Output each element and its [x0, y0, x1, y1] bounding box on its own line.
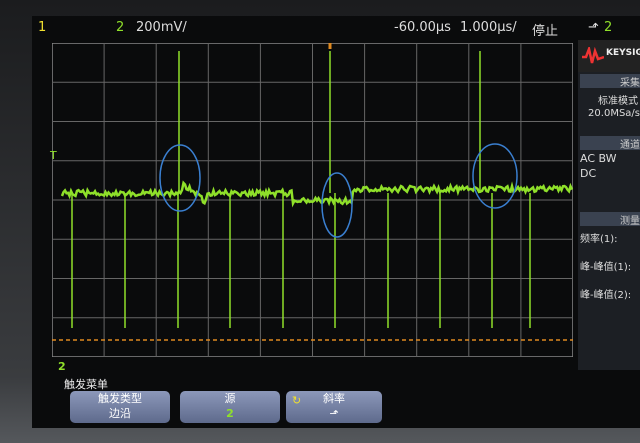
measurement-pk-pk-2: 峰-峰值(2): [580, 286, 631, 301]
volts-per-div: 200mV/ [136, 20, 187, 35]
channel-1-indicator[interactable]: 1 [38, 20, 46, 35]
horizontal-delay: -60.00µs [394, 20, 451, 35]
waveform-display [52, 43, 573, 357]
channel-2-indicator[interactable]: 2 [116, 20, 124, 35]
acquire-header[interactable]: 采集 [580, 74, 640, 88]
time-per-div: 1.000µs/ [460, 20, 517, 35]
ch1-coupling: AC BW [580, 152, 617, 165]
oscilloscope-screen: 1 2 200mV/ -60.00µs 1.000µs/ 停止 ⬏ 2 T 2 … [32, 16, 640, 428]
sample-rate: 20.0MSa/s [588, 108, 640, 119]
rotate-knob-icon: ↻ [292, 393, 301, 408]
keysight-logo: KEYSIGHT TECHNOLOGIES [578, 40, 640, 72]
annotation-circle [322, 173, 352, 237]
measurement-pk-pk-1: 峰-峰值(1): [580, 258, 631, 273]
channel-2-trace [62, 183, 572, 204]
rising-edge-icon: ⬏ [588, 20, 599, 35]
keysight-wave-icon [582, 47, 604, 65]
menu-title: 触发菜单 [64, 376, 108, 392]
trigger-level-marker: T [50, 149, 57, 162]
trigger-menu: 触发菜单 触发类型 边沿 源2 ↻ 斜率 ⬏ [62, 376, 412, 426]
channels-header[interactable]: 通道 [580, 136, 640, 150]
ch2-coupling: DC [580, 167, 596, 180]
run-state: 停止 [532, 20, 558, 39]
measurement-frequency: 频率(1): [580, 230, 618, 245]
trigger-type-button[interactable]: 触发类型 边沿 [70, 391, 170, 423]
rising-edge-icon: ⬏ [286, 406, 382, 421]
status-bar: 1 2 200mV/ -60.00µs 1.000µs/ 停止 ⬏ 2 [32, 16, 640, 40]
ground-marker: 2 [58, 360, 66, 373]
annotation-circle [160, 145, 200, 211]
measure-header[interactable]: 测量 [580, 212, 640, 226]
side-panel: KEYSIGHT TECHNOLOGIES 采集 标准模式 20.0MSa/s … [578, 40, 640, 370]
slope-button[interactable]: ↻ 斜率 ⬏ [286, 391, 382, 423]
source-button[interactable]: 源2 [180, 391, 280, 423]
trigger-source: 2 [604, 20, 612, 35]
acquire-mode: 标准模式 [598, 92, 638, 107]
